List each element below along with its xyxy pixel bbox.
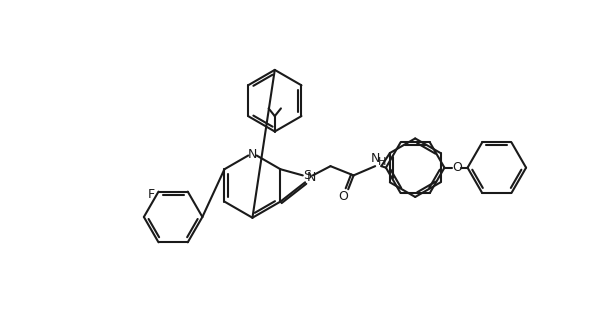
Text: O: O <box>339 190 349 203</box>
Text: N: N <box>248 148 257 161</box>
Text: H: H <box>378 157 387 167</box>
Text: N: N <box>306 171 316 184</box>
Text: S: S <box>303 169 311 182</box>
Text: F: F <box>148 188 154 201</box>
Text: N: N <box>371 152 380 165</box>
Text: O: O <box>452 161 462 174</box>
